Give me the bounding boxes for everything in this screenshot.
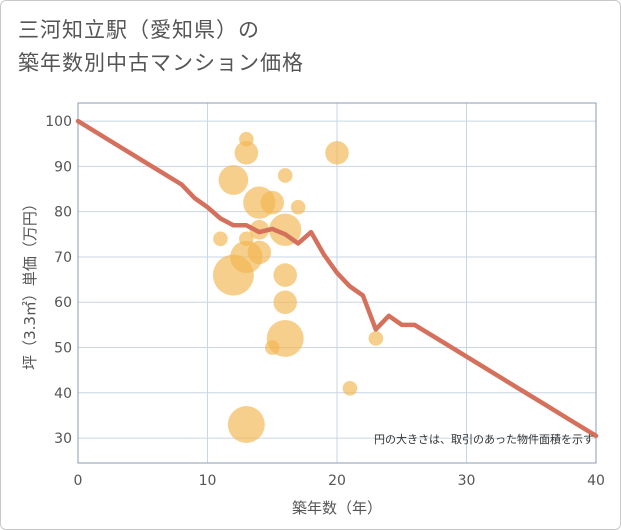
x-axis-label: 築年数（年） [292, 499, 382, 517]
bubble-point [260, 190, 285, 215]
bubble-point [368, 331, 384, 346]
bubble-series [212, 131, 384, 443]
y-tick-label: 30 [54, 431, 72, 447]
x-tick-label: 30 [458, 473, 476, 489]
y-tick-label: 60 [54, 295, 72, 311]
x-tick-label: 20 [328, 473, 346, 489]
title-line-1: 三河知立駅（愛知県）の [18, 18, 260, 42]
y-tick-label: 80 [54, 205, 72, 221]
plot-border [77, 102, 597, 464]
trend-line [75, 118, 599, 439]
size-annotation: 円の大きさは、取引のあった物件面積を示す [374, 432, 594, 446]
bubble-point [227, 406, 265, 443]
y-tick-label: 50 [54, 341, 72, 357]
bubble-point [234, 141, 259, 165]
y-axis-label: 坪（3.3㎡）単価（万円） [21, 196, 39, 370]
bubble-point [218, 165, 249, 195]
x-tick-label: 0 [74, 473, 83, 489]
y-tick-label: 100 [45, 114, 72, 130]
chart-title: 三河知立駅（愛知県）の 築年数別中古マンション価格 [18, 14, 304, 80]
trend-line-series [75, 118, 599, 439]
y-tick-label: 70 [54, 250, 72, 266]
bubble-point [212, 254, 254, 296]
y-tick-label: 40 [54, 386, 72, 402]
bubble-point [325, 141, 349, 165]
bubble-point [342, 380, 358, 396]
bubble-point [273, 290, 297, 315]
title-line-2: 築年数別中古マンション価格 [18, 51, 304, 75]
bubble-point [213, 231, 228, 247]
bubble-point [290, 199, 306, 215]
bubble-point [264, 340, 280, 355]
y-tick-labels: 30 40 50 60 70 80 90 100 [45, 114, 72, 447]
x-tick-label: 10 [199, 473, 217, 489]
x-tick-label: 40 [587, 473, 605, 489]
bubble-point [277, 168, 293, 183]
bubble-point [273, 263, 297, 287]
y-tick-label: 90 [54, 159, 72, 175]
x-tick-labels: 0 10 20 30 40 [74, 473, 605, 489]
